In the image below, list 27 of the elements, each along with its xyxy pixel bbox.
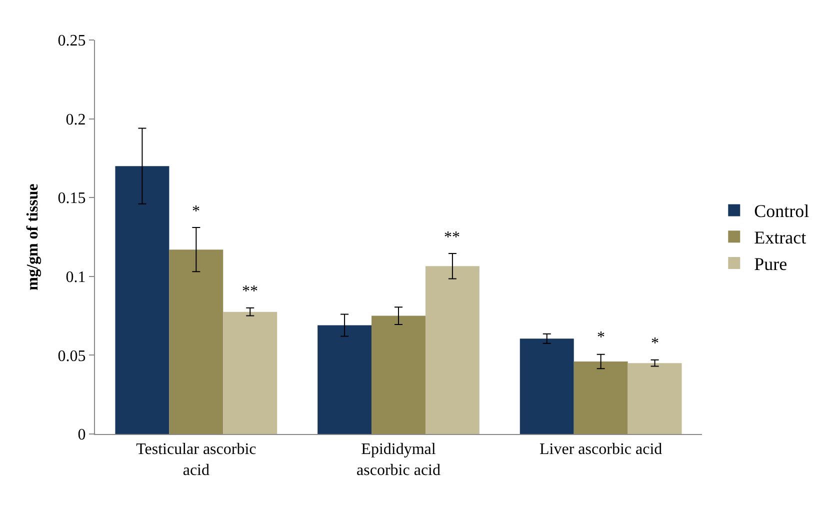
y-tick-label: 0 (78, 426, 86, 444)
data-label: ** (444, 229, 460, 246)
data-label: * (192, 203, 200, 220)
data-label: * (597, 329, 605, 346)
x-tick-label: Epididymal ascorbic acid (356, 441, 440, 479)
x-tick-label: Testicular ascorbic acid (136, 441, 256, 479)
y-axis-title: mg/gm of tissue (24, 184, 42, 290)
bar (169, 250, 224, 434)
bar (628, 363, 682, 434)
bar (520, 338, 574, 434)
y-tick-label: 0.05 (58, 348, 86, 365)
data-label: ** (242, 283, 258, 300)
y-tick-label: 0.25 (58, 32, 86, 50)
bar (425, 266, 480, 434)
y-tick-label: 0.2 (66, 111, 86, 128)
bar (318, 325, 372, 434)
y-tick-label: 0.15 (58, 190, 86, 208)
bar (372, 316, 426, 434)
legend-label: Control (754, 201, 810, 222)
y-tick-label: 0.1 (66, 269, 86, 286)
bar (115, 166, 170, 434)
bar (574, 362, 628, 434)
legend-label: Extract (754, 228, 806, 248)
data-label: * (651, 335, 659, 352)
legend-label: Pure (754, 254, 788, 274)
bar (223, 312, 278, 434)
x-tick-label: Liver ascorbic acid (540, 441, 662, 458)
